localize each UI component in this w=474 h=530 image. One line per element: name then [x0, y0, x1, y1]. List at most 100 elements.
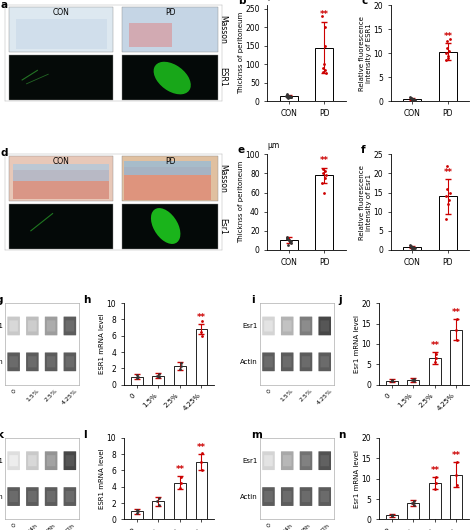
Point — [155, 500, 163, 509]
Point — [283, 92, 291, 101]
FancyBboxPatch shape — [264, 455, 273, 466]
Point — [432, 472, 440, 481]
Bar — [429, 358, 441, 385]
Point — [409, 243, 417, 252]
FancyBboxPatch shape — [319, 452, 331, 470]
Point — [443, 162, 451, 170]
Point — [410, 497, 418, 505]
Point — [321, 66, 329, 74]
Point — [319, 179, 326, 187]
FancyBboxPatch shape — [264, 491, 273, 502]
Point — [388, 512, 396, 520]
FancyBboxPatch shape — [45, 452, 57, 470]
Text: l: l — [83, 430, 87, 440]
Point — [283, 233, 291, 242]
Text: 2.5%: 2.5% — [44, 388, 58, 403]
Bar — [439, 196, 457, 250]
Point — [445, 196, 453, 205]
Point — [321, 167, 329, 175]
Text: 2.5%: 2.5% — [299, 388, 313, 403]
Point — [406, 93, 414, 101]
FancyBboxPatch shape — [300, 352, 312, 371]
Text: μm: μm — [267, 0, 280, 2]
Text: PD: PD — [165, 8, 175, 17]
Bar — [153, 501, 164, 519]
Point — [445, 47, 453, 55]
Point — [319, 12, 326, 21]
Text: 24h: 24h — [281, 523, 293, 530]
FancyBboxPatch shape — [262, 352, 275, 371]
Text: Actin: Actin — [0, 359, 3, 365]
Text: b: b — [237, 0, 245, 6]
Bar — [13, 164, 109, 181]
FancyBboxPatch shape — [301, 321, 310, 331]
Point — [411, 95, 419, 104]
Text: 72h: 72h — [319, 523, 331, 530]
Point — [409, 94, 417, 103]
Point — [133, 509, 141, 517]
Point — [155, 494, 163, 502]
Point — [319, 67, 327, 76]
Point — [286, 92, 293, 101]
Text: 1.5%: 1.5% — [280, 388, 294, 403]
FancyBboxPatch shape — [262, 316, 275, 335]
Point — [446, 188, 454, 197]
FancyBboxPatch shape — [64, 352, 76, 371]
FancyBboxPatch shape — [26, 352, 39, 371]
Text: i: i — [251, 295, 255, 305]
Text: **: ** — [452, 308, 461, 317]
FancyBboxPatch shape — [65, 321, 74, 331]
FancyBboxPatch shape — [64, 487, 76, 506]
Text: Masson: Masson — [218, 164, 227, 192]
FancyBboxPatch shape — [45, 352, 57, 371]
Text: 0: 0 — [265, 388, 272, 394]
Point — [452, 325, 460, 334]
FancyBboxPatch shape — [301, 356, 310, 367]
Y-axis label: Thicknss of peritoneum: Thicknss of peritoneum — [238, 12, 244, 94]
FancyBboxPatch shape — [47, 356, 55, 367]
Point — [283, 234, 291, 243]
Y-axis label: ESR1 mRNA level: ESR1 mRNA level — [99, 448, 105, 509]
Point — [133, 370, 141, 379]
Point — [445, 54, 452, 62]
Bar — [280, 241, 298, 250]
FancyBboxPatch shape — [281, 316, 293, 335]
Bar — [316, 175, 333, 250]
Bar — [153, 376, 164, 385]
Point — [198, 448, 206, 457]
Point — [442, 215, 450, 224]
Text: a: a — [0, 0, 8, 10]
FancyBboxPatch shape — [319, 352, 331, 371]
Text: Esr1: Esr1 — [243, 458, 258, 464]
Point — [408, 376, 416, 384]
Point — [410, 95, 418, 104]
Point — [283, 235, 291, 244]
Point — [321, 174, 329, 182]
Bar — [403, 247, 421, 250]
Point — [431, 358, 439, 366]
Point — [283, 90, 291, 99]
Point — [176, 484, 184, 493]
Point — [411, 244, 419, 253]
FancyBboxPatch shape — [7, 352, 20, 371]
FancyBboxPatch shape — [283, 356, 292, 367]
Point — [453, 481, 461, 489]
Point — [319, 164, 327, 173]
FancyBboxPatch shape — [28, 491, 36, 502]
Text: Esr1: Esr1 — [218, 218, 227, 234]
FancyBboxPatch shape — [319, 487, 331, 506]
Text: ESR1: ESR1 — [0, 458, 3, 464]
FancyBboxPatch shape — [320, 356, 329, 367]
Point — [408, 96, 416, 104]
Text: PD: PD — [165, 157, 175, 166]
Text: m: m — [251, 430, 262, 440]
Text: Actin: Actin — [240, 493, 258, 500]
Point — [452, 470, 460, 479]
Bar — [196, 329, 208, 385]
Point — [155, 373, 163, 382]
Point — [155, 370, 163, 378]
Point — [319, 64, 327, 72]
FancyBboxPatch shape — [301, 491, 310, 502]
Point — [284, 94, 292, 102]
Point — [177, 361, 185, 370]
